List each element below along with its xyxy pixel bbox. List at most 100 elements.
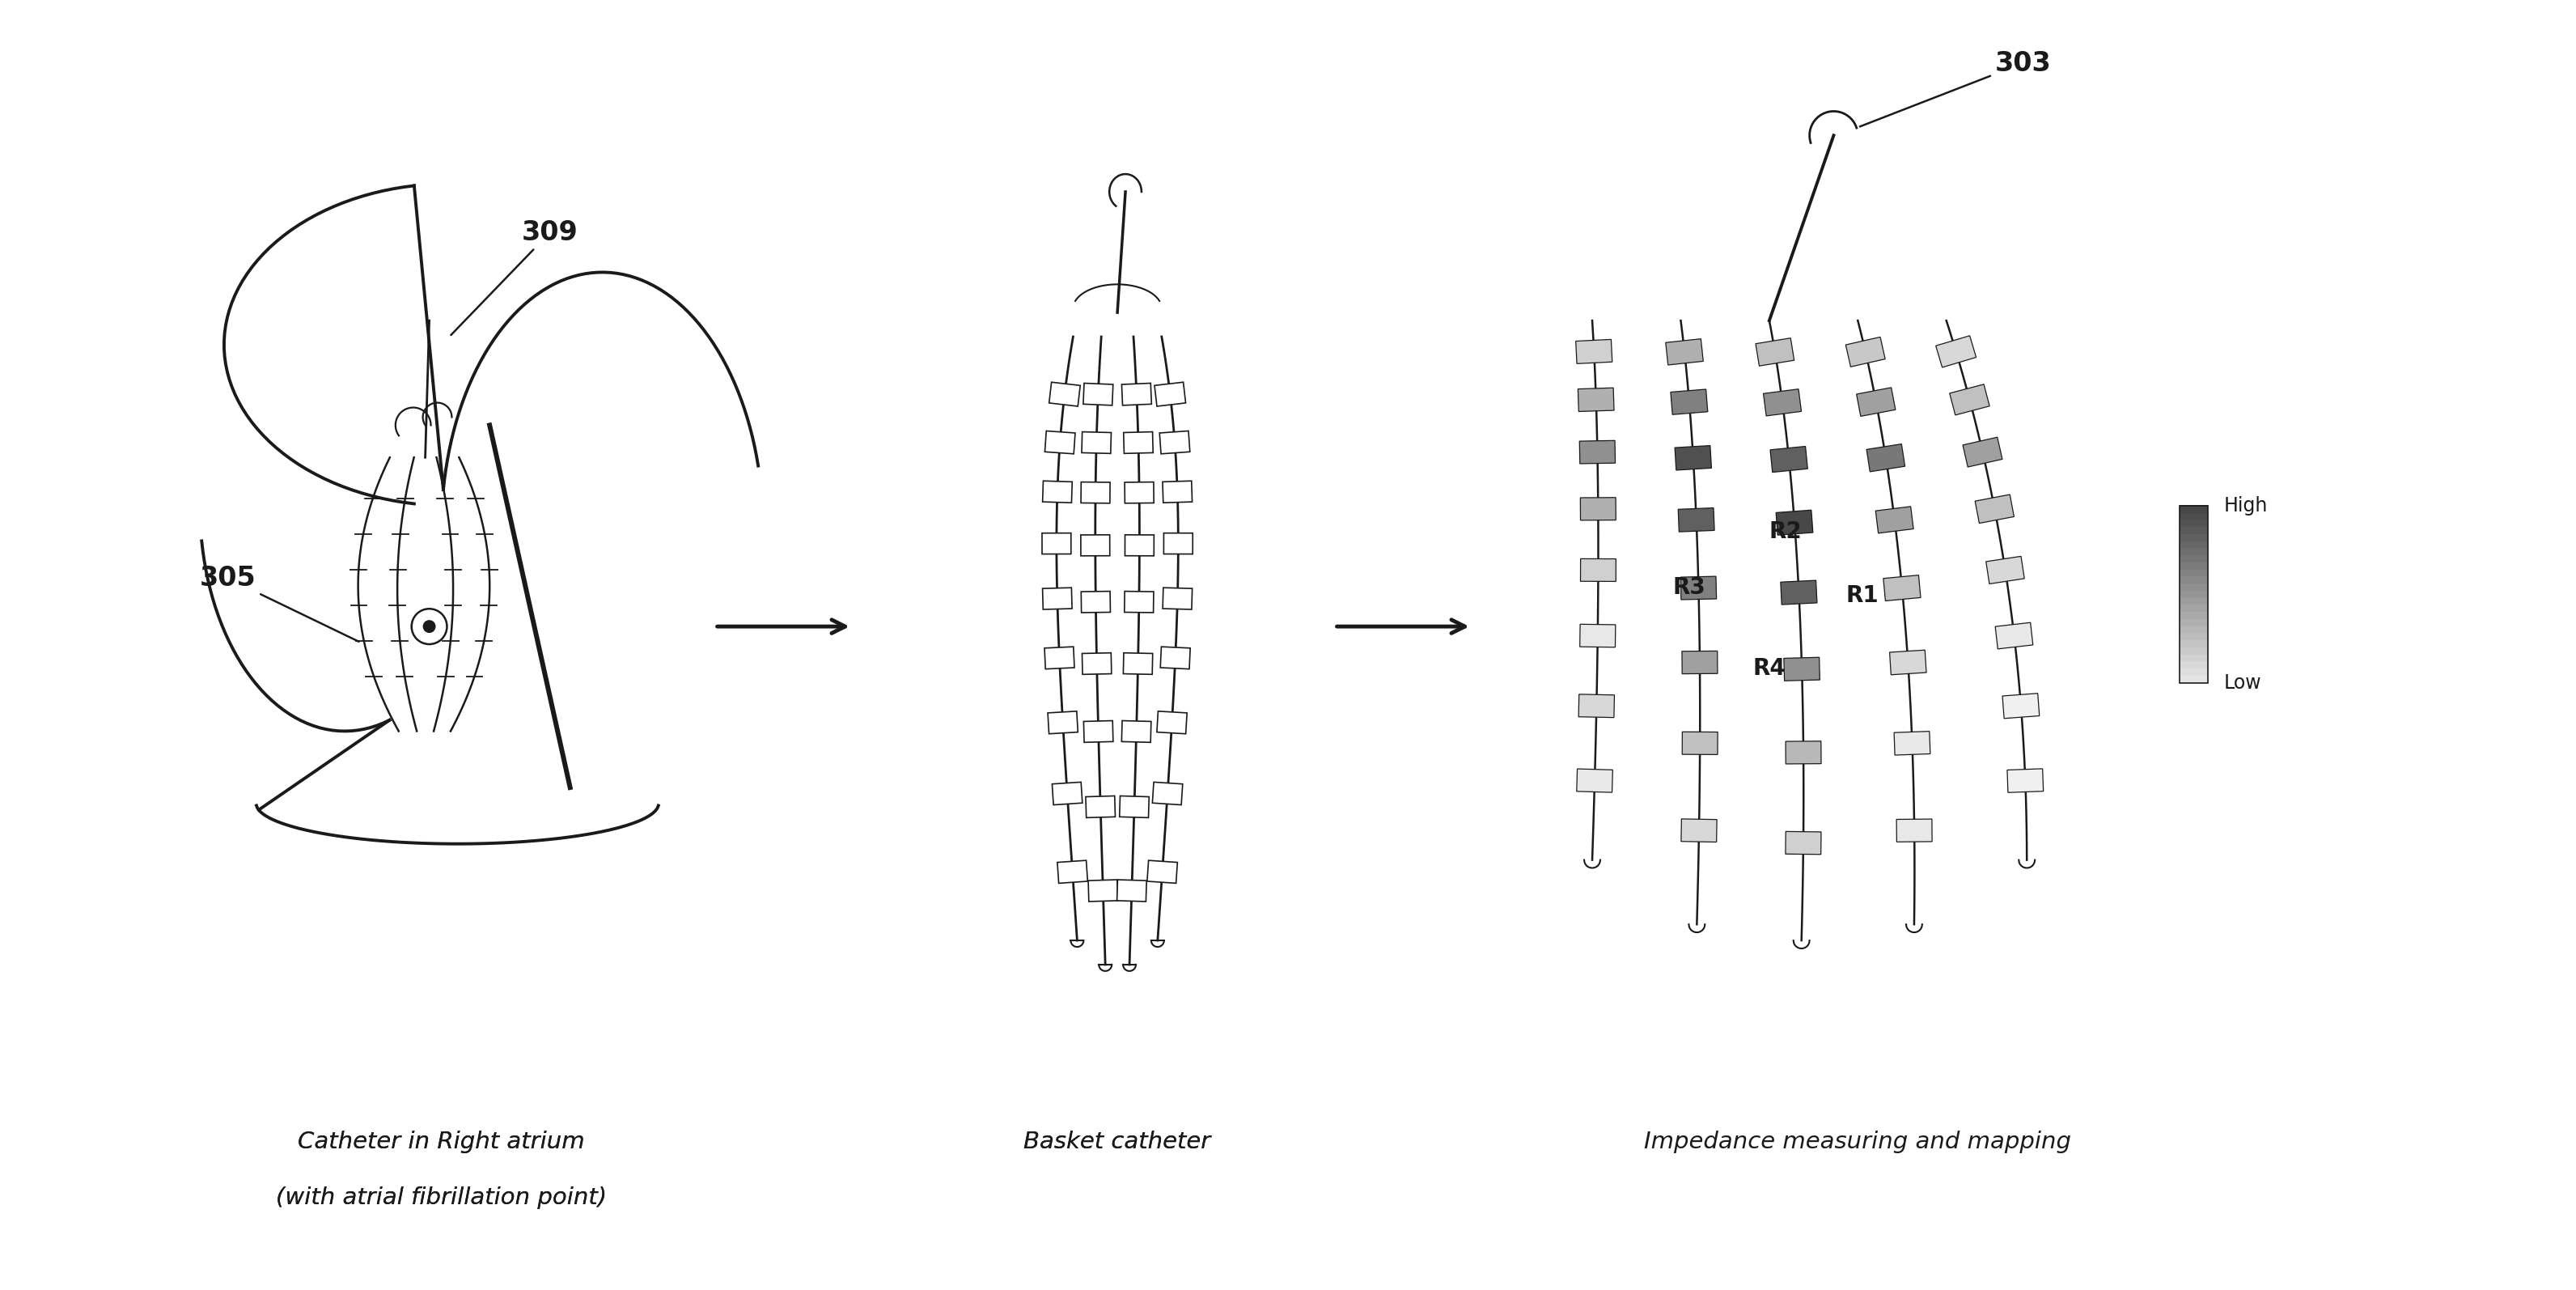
Polygon shape bbox=[1682, 731, 1718, 755]
Polygon shape bbox=[1082, 482, 1110, 503]
Bar bbox=[2179, 512, 2208, 520]
Polygon shape bbox=[1963, 437, 2002, 467]
Bar bbox=[2179, 604, 2208, 611]
Polygon shape bbox=[1896, 819, 1932, 842]
Polygon shape bbox=[1775, 510, 1814, 535]
Polygon shape bbox=[1770, 446, 1808, 472]
Bar bbox=[2179, 506, 2208, 682]
Polygon shape bbox=[1579, 624, 1615, 648]
Bar bbox=[2179, 504, 2208, 513]
Polygon shape bbox=[1084, 383, 1113, 405]
Text: R1: R1 bbox=[1847, 584, 1878, 608]
Polygon shape bbox=[1159, 646, 1190, 670]
Text: (with atrial fibrillation point): (with atrial fibrillation point) bbox=[276, 1187, 608, 1210]
Bar bbox=[2179, 541, 2208, 548]
Polygon shape bbox=[1680, 577, 1716, 600]
Bar bbox=[2179, 640, 2208, 648]
Polygon shape bbox=[1780, 581, 1816, 605]
Polygon shape bbox=[1844, 337, 1886, 366]
Bar bbox=[2179, 519, 2208, 528]
Polygon shape bbox=[1164, 533, 1193, 553]
Polygon shape bbox=[1056, 860, 1087, 884]
Polygon shape bbox=[1084, 796, 1115, 818]
Bar bbox=[2179, 583, 2208, 591]
Text: Catheter in Right atrium: Catheter in Right atrium bbox=[299, 1130, 585, 1153]
Polygon shape bbox=[1996, 623, 2032, 649]
Text: Basket catheter: Basket catheter bbox=[1023, 1130, 1211, 1153]
Polygon shape bbox=[1154, 382, 1185, 406]
Polygon shape bbox=[1891, 650, 1927, 675]
Polygon shape bbox=[1950, 384, 1989, 415]
Polygon shape bbox=[1043, 481, 1072, 503]
Polygon shape bbox=[1757, 338, 1795, 366]
Polygon shape bbox=[1976, 494, 2014, 524]
Polygon shape bbox=[1051, 782, 1082, 805]
Text: 305: 305 bbox=[201, 565, 358, 641]
Text: Impedance measuring and mapping: Impedance measuring and mapping bbox=[1643, 1130, 2071, 1153]
Polygon shape bbox=[1048, 382, 1079, 406]
Text: 303: 303 bbox=[1860, 50, 2050, 126]
Polygon shape bbox=[1121, 721, 1151, 742]
Polygon shape bbox=[1082, 653, 1110, 675]
Polygon shape bbox=[1048, 711, 1077, 734]
Text: Basket catheter: Basket catheter bbox=[1023, 1130, 1211, 1153]
Bar bbox=[2179, 626, 2208, 633]
Polygon shape bbox=[1043, 588, 1072, 609]
Polygon shape bbox=[1674, 445, 1710, 470]
Bar bbox=[2179, 675, 2208, 682]
Polygon shape bbox=[1043, 533, 1072, 553]
Polygon shape bbox=[1579, 440, 1615, 463]
Polygon shape bbox=[1577, 769, 1613, 792]
Polygon shape bbox=[1785, 742, 1821, 764]
Circle shape bbox=[422, 620, 435, 633]
Polygon shape bbox=[1868, 444, 1906, 472]
Polygon shape bbox=[2002, 693, 2040, 719]
Polygon shape bbox=[1893, 731, 1929, 755]
Polygon shape bbox=[1082, 591, 1110, 613]
Polygon shape bbox=[1986, 556, 2025, 584]
Polygon shape bbox=[1783, 658, 1819, 681]
Polygon shape bbox=[1046, 431, 1074, 454]
Polygon shape bbox=[1765, 390, 1801, 415]
Polygon shape bbox=[1785, 832, 1821, 854]
Text: 309: 309 bbox=[451, 219, 577, 335]
Text: High: High bbox=[2223, 497, 2267, 516]
Text: (with atrial fibrillation point): (with atrial fibrillation point) bbox=[276, 1187, 608, 1210]
Polygon shape bbox=[1579, 694, 1615, 717]
Polygon shape bbox=[1121, 796, 1149, 818]
Polygon shape bbox=[1159, 431, 1190, 454]
Polygon shape bbox=[1146, 860, 1177, 884]
Polygon shape bbox=[1123, 432, 1154, 454]
Text: Catheter in Right atrium: Catheter in Right atrium bbox=[299, 1130, 585, 1153]
Polygon shape bbox=[1162, 588, 1193, 609]
Bar bbox=[2179, 590, 2208, 597]
Bar bbox=[2179, 660, 2208, 668]
Polygon shape bbox=[1123, 653, 1151, 675]
Bar bbox=[2179, 561, 2208, 569]
Bar bbox=[2179, 575, 2208, 583]
Polygon shape bbox=[1126, 482, 1154, 503]
Polygon shape bbox=[1875, 507, 1914, 533]
Polygon shape bbox=[1118, 880, 1146, 902]
Text: R2: R2 bbox=[1770, 520, 1803, 543]
Bar bbox=[2179, 646, 2208, 654]
Bar bbox=[2179, 618, 2208, 626]
Polygon shape bbox=[1084, 721, 1113, 742]
Polygon shape bbox=[1682, 819, 1716, 842]
Polygon shape bbox=[1883, 575, 1922, 601]
Polygon shape bbox=[1857, 387, 1896, 417]
Polygon shape bbox=[1577, 339, 1613, 364]
Polygon shape bbox=[1682, 651, 1718, 673]
Polygon shape bbox=[1162, 481, 1193, 503]
Bar bbox=[2179, 547, 2208, 555]
Bar bbox=[2179, 611, 2208, 619]
Polygon shape bbox=[1582, 559, 1615, 582]
Polygon shape bbox=[1677, 508, 1716, 531]
Bar bbox=[2179, 632, 2208, 640]
Polygon shape bbox=[1151, 782, 1182, 805]
Polygon shape bbox=[2007, 769, 2043, 792]
Bar bbox=[2179, 533, 2208, 541]
Polygon shape bbox=[1126, 535, 1154, 556]
Bar bbox=[2179, 668, 2208, 676]
Polygon shape bbox=[1935, 335, 1976, 368]
